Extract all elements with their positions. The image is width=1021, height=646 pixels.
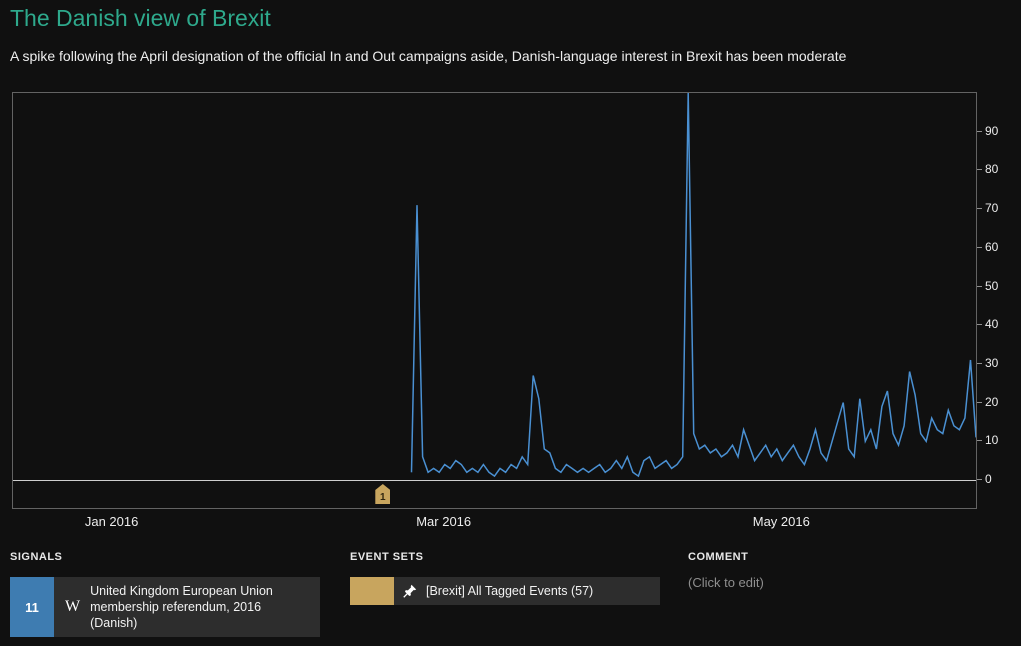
y-axis-label: 20 — [985, 394, 999, 409]
y-axis-tick — [977, 324, 982, 326]
chart-canvas — [13, 92, 977, 481]
wikipedia-icon: W — [65, 598, 81, 615]
y-axis-label: 0 — [985, 472, 992, 486]
y-axis-tick — [977, 208, 982, 210]
page-subtitle: A spike following the April designation … — [10, 48, 847, 64]
y-axis-tick — [977, 285, 982, 287]
event-set-item-box: [Brexit] All Tagged Events (57) — [394, 577, 660, 605]
signal-item-box: W United Kingdom European Union membersh… — [54, 577, 320, 637]
signal-label: United Kingdom European Union membership… — [90, 584, 273, 630]
pushpin-icon — [403, 584, 417, 598]
x-axis-label: Mar 2016 — [416, 514, 472, 529]
y-axis-label: 50 — [985, 278, 999, 293]
event-sets-panel: EVENT SETS [Brexit] All Tagged Events (5… — [350, 551, 660, 605]
y-axis-tick — [977, 169, 982, 171]
signals-header: SIGNALS — [10, 551, 63, 563]
timeseries-chart[interactable] — [12, 92, 977, 509]
event-set-label: [Brexit] All Tagged Events (57) — [426, 584, 594, 598]
x-axis-label: May 2016 — [752, 514, 810, 529]
y-axis-tick — [977, 246, 982, 248]
comment-panel: COMMENT (Click to edit) — [688, 551, 764, 590]
y-axis-tick — [977, 479, 982, 480]
y-axis-tick — [977, 440, 982, 442]
pageviews-line — [410, 92, 977, 478]
y-axis-tick — [977, 130, 982, 132]
event-marker-flag[interactable]: 1 — [375, 484, 391, 504]
y-axis-label: 60 — [985, 239, 999, 254]
y-axis-label: 30 — [985, 355, 999, 370]
comment-edit-area[interactable]: (Click to edit) — [688, 575, 764, 590]
y-axis-tick — [977, 401, 982, 403]
y-axis-label: 40 — [985, 317, 999, 332]
event-sets-header: EVENT SETS — [350, 551, 424, 563]
page-title: The Danish view of Brexit — [10, 5, 271, 31]
y-axis-label: 70 — [985, 201, 999, 216]
comment-header: COMMENT — [688, 551, 749, 563]
signal-item-row[interactable]: 11 W United Kingdom European Union membe… — [10, 577, 320, 637]
x-axis-label: Jan 2016 — [84, 514, 139, 529]
y-axis-tick — [977, 362, 982, 364]
signal-count-badge: 11 — [10, 577, 54, 637]
y-axis-label: 80 — [985, 162, 999, 177]
signals-panel: SIGNALS 11 W United Kingdom European Uni… — [10, 551, 320, 637]
event-set-color-swatch — [350, 577, 394, 605]
event-set-item-row[interactable]: [Brexit] All Tagged Events (57) — [350, 577, 660, 605]
y-axis-label: 10 — [985, 433, 999, 448]
y-axis-label: 90 — [985, 123, 999, 138]
